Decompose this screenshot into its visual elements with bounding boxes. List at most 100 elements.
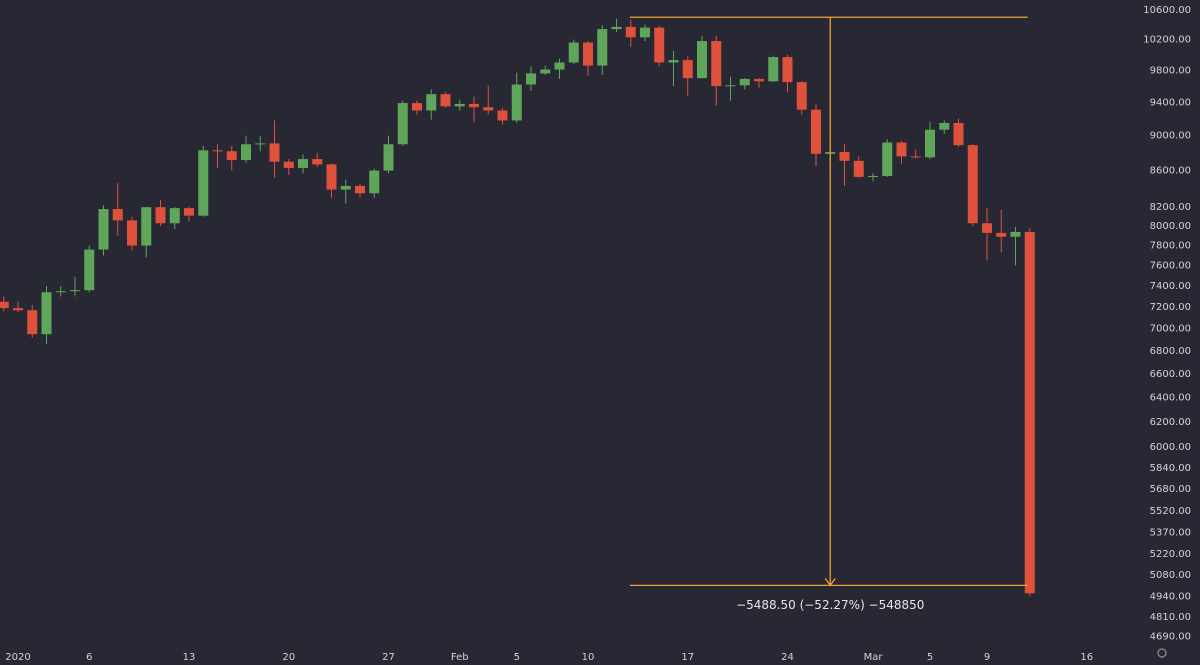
candle xyxy=(426,89,437,120)
candle-body xyxy=(925,129,935,158)
x-tick-label: 13 xyxy=(183,652,196,663)
candle xyxy=(169,207,180,230)
candle-body xyxy=(1024,231,1035,594)
candle-body xyxy=(412,103,422,111)
x-tick-label: 10 xyxy=(582,652,595,663)
candle-body xyxy=(583,42,593,66)
candle xyxy=(497,108,508,125)
y-tick-label: 6400.00 xyxy=(1150,393,1191,404)
y-tick-label: 9800.00 xyxy=(1150,65,1191,76)
candle xyxy=(953,118,964,147)
y-tick-label: 5080.00 xyxy=(1150,570,1191,581)
candle-body xyxy=(141,207,152,246)
candle-body xyxy=(796,82,807,110)
candle-body xyxy=(625,26,636,38)
candle xyxy=(440,91,451,109)
candle xyxy=(269,120,280,178)
candle-body xyxy=(511,84,522,121)
candle xyxy=(882,139,893,177)
x-tick-label: 20 xyxy=(282,652,295,663)
candle xyxy=(925,122,935,160)
candle-body xyxy=(469,103,479,108)
x-tick-label: 24 xyxy=(781,652,794,663)
gear xyxy=(1157,648,1167,658)
candle xyxy=(27,304,38,338)
candle xyxy=(782,54,793,93)
candle xyxy=(554,58,565,79)
candle-body xyxy=(868,175,878,177)
y-tick-label: 5520.00 xyxy=(1150,506,1191,517)
candle-body xyxy=(811,109,821,154)
candle-body xyxy=(611,26,622,30)
measure-label: −5488.50 (−52.27%) −548850 xyxy=(736,598,924,612)
candle-body xyxy=(640,27,650,38)
candle-body xyxy=(326,164,337,190)
candle xyxy=(283,159,294,176)
y-tick-label: 9400.00 xyxy=(1150,97,1191,108)
candle-body xyxy=(540,69,551,74)
candle xyxy=(255,135,266,152)
candle-body xyxy=(996,232,1007,237)
candle xyxy=(526,66,536,91)
measure-arrowhead xyxy=(824,577,836,587)
candle-body xyxy=(982,223,992,233)
candle xyxy=(725,76,736,101)
candle-body xyxy=(369,170,380,194)
candle xyxy=(141,207,152,258)
settings-icon[interactable] xyxy=(1157,648,1167,658)
candle-body xyxy=(198,150,209,216)
candle-body xyxy=(269,143,280,162)
candle xyxy=(697,35,707,79)
x-tick-label: 2020 xyxy=(5,652,30,663)
candle xyxy=(668,50,679,87)
candle xyxy=(910,149,921,159)
candle xyxy=(896,140,907,164)
candle xyxy=(982,208,992,261)
candle-body xyxy=(896,142,907,157)
y-tick-label: 6200.00 xyxy=(1150,417,1191,428)
candle-body xyxy=(383,144,394,171)
candle xyxy=(397,100,408,146)
candle xyxy=(112,183,123,236)
candle xyxy=(839,144,850,186)
candle-body xyxy=(127,220,137,246)
candle xyxy=(1024,228,1035,597)
candle-body xyxy=(654,27,665,63)
y-tick-label: 5220.00 xyxy=(1150,549,1191,560)
candle xyxy=(739,78,750,90)
y-tick-label: 8000.00 xyxy=(1150,221,1191,232)
candle-body xyxy=(697,41,707,79)
candle-body xyxy=(782,57,793,83)
candle-body xyxy=(255,143,266,145)
candle-body xyxy=(483,107,494,111)
y-tick-label: 4690.00 xyxy=(1150,631,1191,642)
candle xyxy=(84,245,95,293)
candle xyxy=(597,25,608,75)
x-tick-label: 6 xyxy=(86,652,92,663)
candle xyxy=(868,173,878,182)
y-tick-label: 6000.00 xyxy=(1150,442,1191,453)
candle-body xyxy=(355,185,365,194)
candle xyxy=(754,78,764,88)
y-tick-label: 10200.00 xyxy=(1143,35,1191,46)
x-tick-label: Feb xyxy=(451,652,469,663)
y-tick-label: 7600.00 xyxy=(1150,261,1191,272)
candle xyxy=(13,301,23,313)
candle-body xyxy=(839,152,850,161)
candle-body xyxy=(754,78,764,82)
candle-body xyxy=(882,142,893,176)
candle xyxy=(853,156,864,178)
candle-body xyxy=(169,208,180,224)
x-tick-label: 17 xyxy=(681,652,694,663)
candle-body xyxy=(55,291,66,293)
candle xyxy=(241,135,251,163)
candle xyxy=(226,145,237,171)
y-tick-label: 7200.00 xyxy=(1150,302,1191,313)
y-tick-label: 6600.00 xyxy=(1150,369,1191,380)
candle-body xyxy=(0,301,9,309)
y-tick-label: 8600.00 xyxy=(1150,166,1191,177)
candle-body xyxy=(27,310,38,335)
candle-body xyxy=(298,159,308,168)
